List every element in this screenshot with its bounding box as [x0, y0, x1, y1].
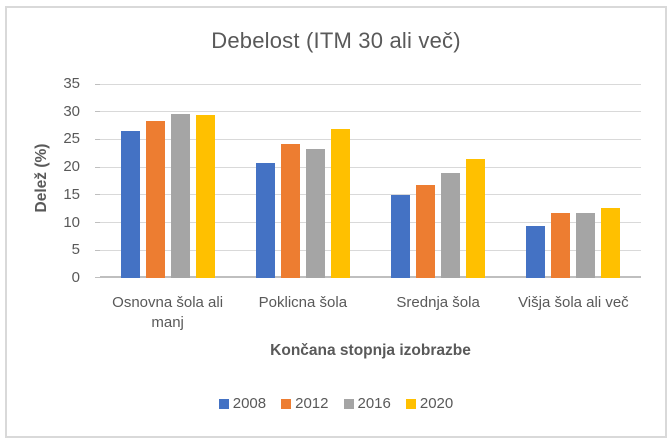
- bar-2008-category-1: [255, 162, 275, 278]
- bar-group-1: [235, 84, 370, 278]
- y-tick-mark-30: [95, 111, 100, 113]
- y-tick-label-15: 15: [63, 185, 80, 203]
- category-label-2: Srednja šola: [396, 294, 480, 311]
- y-tick-mark-20: [95, 166, 100, 168]
- gridline-25: [100, 138, 641, 140]
- bar-2020-category-0: [195, 114, 215, 278]
- bar-2008-category-3: [526, 225, 546, 278]
- legend-label-2020: 2020: [419, 395, 454, 412]
- legend-item-2008: 2008: [218, 395, 267, 412]
- x-axis-title: Končana stopnja izobrazbe: [270, 342, 471, 359]
- gridline-15: [100, 194, 641, 196]
- y-tick-mark-5: [95, 249, 100, 251]
- y-tick-label-0: 0: [71, 269, 80, 286]
- bar-group-3: [506, 84, 641, 278]
- y-tick-mark-10: [95, 222, 100, 224]
- legend-label-2008: 2008: [232, 395, 267, 412]
- bar-2016-category-2: [441, 172, 461, 278]
- category-label-1: Poklicna šola: [258, 294, 348, 311]
- legend-label-2016: 2016: [357, 395, 391, 412]
- bar-2020-category-3: [601, 208, 621, 278]
- bar-2016-category-1: [305, 149, 325, 278]
- plot-area: [95, 83, 641, 278]
- bar-2016-category-0: [170, 113, 190, 278]
- bar-2008-category-2: [391, 194, 411, 278]
- bar-2008-category-0: [120, 130, 140, 278]
- legend-swatch-2016: [343, 398, 354, 409]
- bar-group-2: [371, 84, 506, 278]
- gridline-5: [100, 249, 641, 251]
- legend-item-2016: 2016: [343, 395, 391, 412]
- y-tick-mark-0: [95, 276, 100, 278]
- gridline-20: [100, 166, 641, 168]
- legend-swatch-2008: [218, 398, 229, 409]
- bar-2012-category-2: [416, 184, 436, 278]
- y-tick-mark-15: [95, 194, 100, 196]
- category-label-0: Osnovna šola ali manj: [112, 294, 224, 331]
- bar-2012-category-0: [145, 120, 165, 278]
- bar-2012-category-1: [280, 144, 300, 278]
- category-label-3: Višja šola ali več: [518, 294, 629, 311]
- y-tick-mark-25: [95, 138, 100, 140]
- gridline-30: [100, 111, 641, 113]
- chart-title: Debelost (ITM 30 ali več): [211, 28, 461, 53]
- bar-2012-category-3: [551, 213, 571, 278]
- legend-swatch-2020: [405, 398, 416, 409]
- bar-2020-category-1: [330, 129, 350, 278]
- y-tick-label-35: 35: [63, 75, 80, 92]
- gridline-10: [100, 222, 641, 224]
- gridline-35: [100, 83, 641, 85]
- legend-item-2012: 2012: [281, 395, 329, 412]
- legend-label-2012: 2012: [295, 395, 329, 412]
- legend: 2008 2012 2016 2020: [0, 395, 672, 412]
- y-tick-mark-35: [95, 83, 100, 85]
- y-tick-label-10: 10: [63, 213, 80, 231]
- bar-2016-category-3: [576, 212, 596, 278]
- y-tick-label-25: 25: [63, 130, 80, 148]
- legend-item-2020: 2020: [405, 395, 454, 412]
- bar-group-0: [100, 84, 235, 278]
- x-axis-line: [100, 276, 641, 278]
- bar-2020-category-2: [466, 159, 486, 278]
- legend-swatch-2012: [281, 398, 292, 409]
- y-tick-label-5: 5: [71, 241, 80, 259]
- y-tick-label-20: 20: [63, 158, 80, 176]
- y-tick-label-30: 30: [63, 102, 80, 120]
